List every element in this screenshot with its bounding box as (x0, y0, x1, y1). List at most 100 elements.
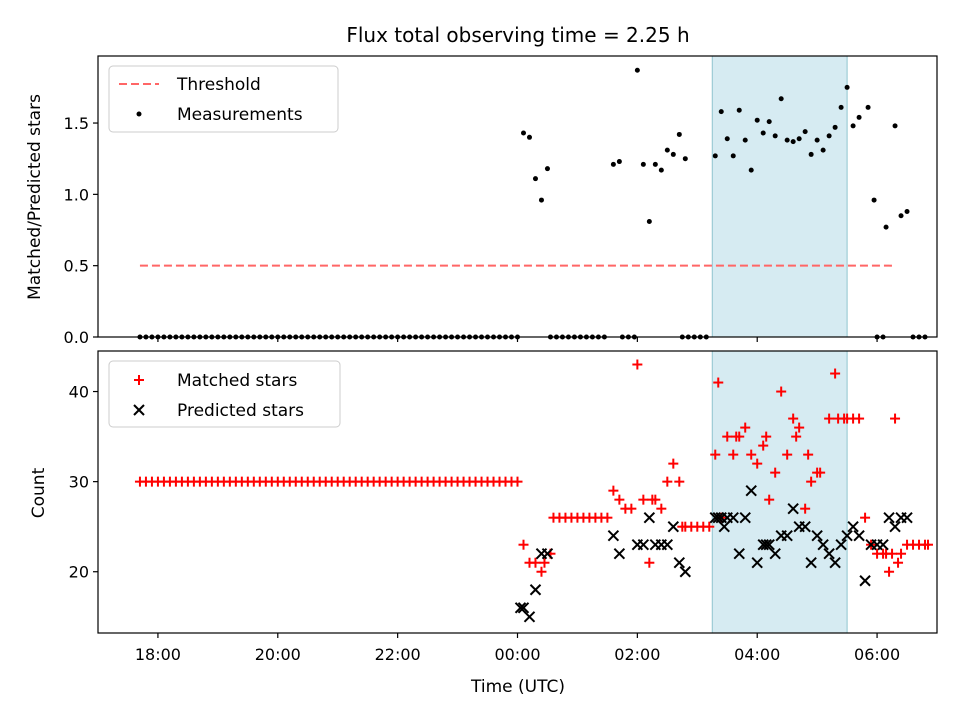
measurement-point (520, 130, 526, 136)
measurement-point (892, 123, 898, 129)
matched-star-point (803, 449, 814, 460)
matched-star-point (512, 476, 523, 487)
top-legend-box (108, 65, 339, 133)
measurement-point (796, 136, 802, 142)
predicted-star-point (529, 584, 542, 596)
matched-star-point (704, 521, 715, 532)
matched-star-point (713, 377, 724, 388)
measurement-point (871, 197, 877, 203)
measurement-point (904, 208, 910, 214)
predicted-star-point (847, 520, 859, 533)
x-tick-label: 06:00 (854, 645, 900, 664)
legend-measurements-label: Measurements (177, 105, 303, 125)
matched-star-point (887, 548, 898, 559)
measurement-point (610, 161, 616, 167)
predicted-star-point (661, 538, 674, 551)
top-y-tick-label: 0.0 (64, 328, 89, 347)
legend-measurements-swatch (136, 111, 142, 117)
predicted-star-point (541, 548, 554, 560)
predicted-star-point (679, 566, 692, 578)
predicted-star-point (883, 511, 895, 524)
top-x-ticks (157, 337, 878, 342)
top-y-axis-label: Matched/Predicted stars (25, 94, 45, 300)
matched-star-point (794, 422, 805, 433)
measurement-points (520, 67, 910, 230)
matched-star-point (674, 476, 685, 487)
measurement-point (538, 197, 544, 203)
predicted-star-point (781, 529, 793, 542)
predicted-star-point (643, 511, 656, 524)
matched-star-point (644, 557, 655, 568)
predicted-star-point (517, 602, 530, 614)
measurement-point (658, 167, 664, 173)
top-legend: Threshold Measurements (108, 65, 339, 133)
measurement-point (883, 224, 889, 230)
measurement-point (544, 166, 550, 172)
x-tick-label: 00:00 (494, 645, 540, 664)
matched-star-point (602, 512, 613, 523)
matched-star-point (806, 476, 817, 487)
matched-star-point (761, 431, 772, 442)
chart-title: Flux total observing time = 2.25 h (346, 23, 689, 47)
measurement-point (532, 176, 538, 182)
x-tick-label: 02:00 (614, 645, 660, 664)
top-y-tick-label: 1.5 (64, 114, 89, 133)
predicted-star-point (829, 557, 841, 569)
measurement-point (808, 151, 814, 157)
measurement-point (646, 218, 652, 224)
bottom-y-axis-label: Count (29, 467, 49, 518)
predicted-star-point (763, 538, 775, 551)
bottom-y-tick-label: 30 (69, 473, 89, 492)
matched-star-point (746, 449, 757, 460)
matched-star-point (791, 431, 802, 442)
predicted-star-point (751, 557, 763, 569)
measurement-point (730, 153, 736, 159)
predicted-star-point (667, 520, 680, 533)
measurement-point (856, 114, 862, 120)
matched-star-point (824, 413, 835, 424)
measurement-point (718, 109, 724, 115)
predicted-star-point (811, 529, 823, 542)
x-tick-label: 04:00 (734, 645, 780, 664)
predicted-star-point (514, 602, 527, 614)
bottom-legend: Matched stars Predicted stars (108, 360, 341, 428)
predicted-star-point (673, 557, 686, 569)
predicted-star-point (859, 575, 871, 587)
x-axis-label: Time (UTC) (470, 677, 565, 697)
matched-star-point (752, 458, 763, 469)
legend-threshold-label: Threshold (176, 75, 261, 95)
measurement-point (814, 137, 820, 143)
matched-star-point (668, 458, 679, 469)
matched-star-point (722, 431, 733, 442)
x-tick-label: 22:00 (375, 645, 421, 664)
matched-star-point (536, 566, 547, 577)
predicted-star-point (613, 548, 626, 560)
predicted-star-point (760, 538, 772, 551)
predicted-star-point (769, 548, 781, 560)
matched-star-point (710, 449, 721, 460)
measurement-point (652, 161, 658, 167)
matched-star-point (518, 539, 529, 550)
predicted-star-point (877, 538, 889, 551)
matched-star-point (893, 557, 904, 568)
predicted-star-point (805, 557, 817, 569)
measurement-point (634, 67, 640, 73)
matched-star-point (656, 503, 667, 514)
matched-star-point (728, 449, 739, 460)
matched-star-point (614, 494, 625, 505)
bottom-y-ticks: 20 30 40 (69, 383, 98, 582)
predicted-star-point (733, 548, 745, 560)
measurement-point (778, 96, 784, 102)
predicted-stars-series (514, 484, 913, 623)
measurement-point (670, 151, 676, 157)
x-tick-label: 20:00 (255, 645, 301, 664)
predicted-star-point (745, 484, 757, 497)
predicted-star-point (523, 611, 536, 623)
measurement-point (526, 134, 532, 140)
measurement-point (766, 119, 772, 125)
predicted-star-point (823, 548, 835, 560)
matched-star-point (923, 539, 934, 550)
measurement-point (682, 156, 688, 162)
matched-star-point (662, 476, 673, 487)
predicted-star-point (727, 511, 739, 524)
